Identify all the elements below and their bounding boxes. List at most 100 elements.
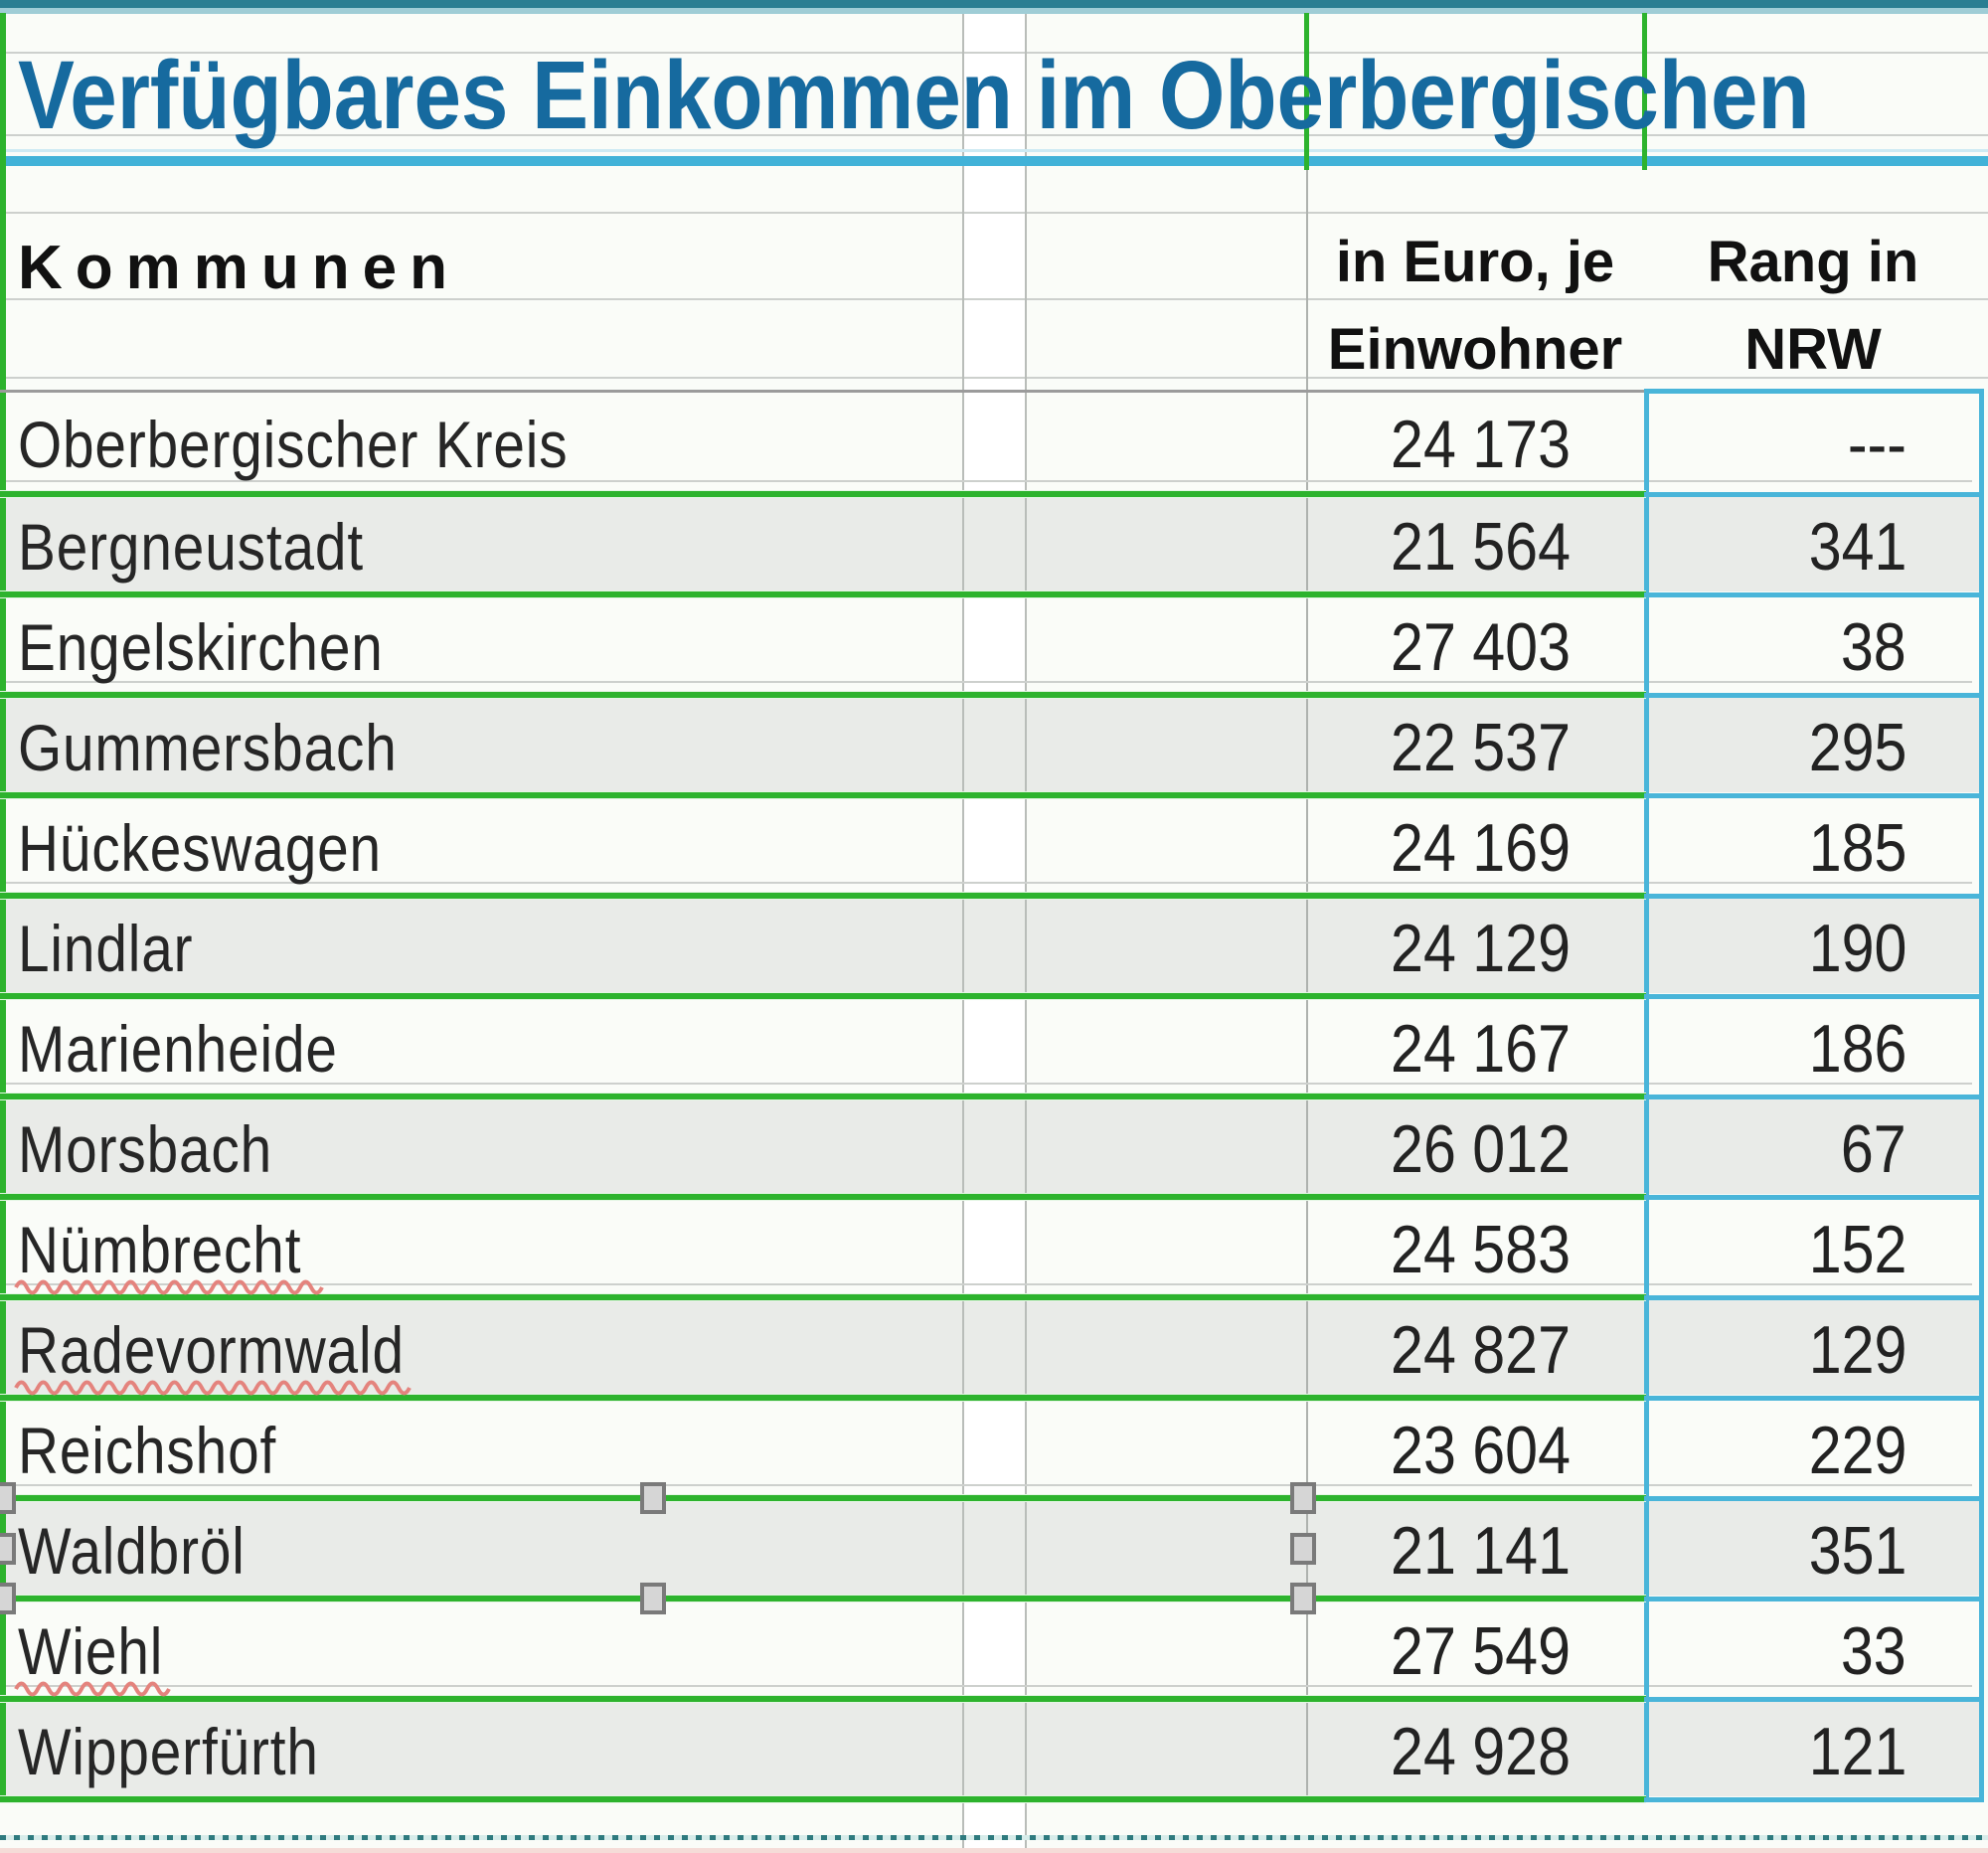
- rang-row-border-cyan: [1644, 1697, 1984, 1702]
- row-border-green: [0, 1596, 1646, 1601]
- cell-kommune[interactable]: Wipperfürth: [18, 1715, 319, 1788]
- cell-kommune[interactable]: Nümbrecht: [18, 1213, 302, 1286]
- row-border-green: [0, 1395, 1646, 1401]
- shaded-row-band: [5, 1300, 1983, 1395]
- column-border-green: [1642, 13, 1647, 170]
- gridline: [0, 377, 1988, 379]
- title-underline-light: [0, 149, 1988, 152]
- rang-row-border-cyan: [1644, 492, 1984, 497]
- shaded-row-band: [5, 1702, 1983, 1796]
- row-border-green: [0, 1796, 1646, 1802]
- top-border-bar-fade: [0, 8, 1988, 14]
- cell-rang-value[interactable]: 33: [1841, 1613, 1906, 1689]
- shaded-row-band: [5, 1501, 1983, 1596]
- rang-column-border-top: [1644, 389, 1984, 394]
- row-border-green: [0, 1294, 1646, 1300]
- gridline: [0, 52, 1988, 54]
- cell-kommune[interactable]: Hückeswagen: [18, 811, 382, 885]
- selection-handle[interactable]: [640, 1583, 666, 1614]
- selection-handle[interactable]: [1290, 1482, 1316, 1514]
- cell-rang-value[interactable]: 121: [1808, 1714, 1906, 1789]
- gridline: [6, 1083, 1972, 1085]
- cell-rang-value[interactable]: 229: [1808, 1413, 1906, 1488]
- cell-rang-value[interactable]: 185: [1808, 810, 1906, 886]
- selection-handle[interactable]: [0, 1482, 16, 1514]
- rang-row-border-cyan: [1644, 1195, 1984, 1200]
- cell-euro-value[interactable]: 24 173: [1391, 407, 1571, 482]
- top-border-bar: [0, 0, 1988, 8]
- cell-rang-value[interactable]: 67: [1841, 1111, 1906, 1187]
- shaded-row-band: [5, 899, 1983, 993]
- row-border-green: [0, 893, 1646, 899]
- cell-kommune[interactable]: Gummersbach: [18, 711, 398, 784]
- cell-euro-value[interactable]: 26 012: [1391, 1111, 1571, 1187]
- cell-euro-value[interactable]: 21 141: [1391, 1513, 1571, 1589]
- cell-euro-value[interactable]: 21 564: [1391, 509, 1571, 585]
- column-header-euro-line2[interactable]: Einwohner: [1327, 317, 1623, 382]
- cell-rang-value[interactable]: 152: [1808, 1212, 1906, 1287]
- cell-kommune[interactable]: Radevormwald: [18, 1313, 405, 1387]
- column-gridline: [1306, 169, 1308, 1799]
- cell-rang-value[interactable]: 295: [1808, 710, 1906, 785]
- cell-rang-value[interactable]: 186: [1808, 1011, 1906, 1087]
- cell-kommune[interactable]: Bergneustadt: [18, 510, 364, 584]
- cell-kommune[interactable]: Waldbröl: [18, 1514, 246, 1588]
- row-border-green: [0, 993, 1646, 999]
- cell-kommune[interactable]: Marienheide: [18, 1012, 338, 1086]
- rang-row-border-cyan: [1644, 693, 1984, 698]
- gridline: [0, 298, 1988, 300]
- cell-rang-value[interactable]: 341: [1808, 509, 1906, 585]
- cell-kommune[interactable]: Wiehl: [18, 1614, 164, 1688]
- column-header-euro-line1[interactable]: in Euro, je: [1335, 230, 1615, 294]
- cell-euro-value[interactable]: 24 827: [1391, 1312, 1571, 1388]
- cell-euro-value[interactable]: 24 583: [1391, 1212, 1571, 1287]
- selection-handle[interactable]: [0, 1583, 16, 1614]
- cell-rang-value[interactable]: ---: [1847, 407, 1906, 482]
- column-header-rang-line1[interactable]: Rang in: [1707, 230, 1919, 294]
- row-border-green: [0, 1696, 1646, 1702]
- cell-euro-value[interactable]: 27 403: [1391, 609, 1571, 685]
- selection-handle[interactable]: [640, 1482, 666, 1514]
- rang-row-border-cyan: [1644, 1095, 1984, 1099]
- gridline: [0, 134, 1988, 136]
- table-left-border: [0, 13, 6, 1802]
- cell-rang-value[interactable]: 129: [1808, 1312, 1906, 1388]
- cell-rang-value[interactable]: 190: [1808, 911, 1906, 986]
- selection-handle[interactable]: [1290, 1533, 1316, 1565]
- rang-row-border-cyan: [1644, 1295, 1984, 1300]
- cell-euro-value[interactable]: 23 604: [1391, 1413, 1571, 1488]
- row-border-green: [0, 1194, 1646, 1200]
- column-gridline: [962, 0, 964, 1853]
- cell-euro-value[interactable]: 24 928: [1391, 1714, 1571, 1789]
- gridline: [6, 882, 1972, 884]
- cell-euro-value[interactable]: 24 167: [1391, 1011, 1571, 1087]
- cell-euro-value[interactable]: 27 549: [1391, 1613, 1571, 1689]
- rang-row-border-cyan: [1644, 1597, 1984, 1601]
- gridline: [6, 1283, 1972, 1285]
- cell-rang-value[interactable]: 351: [1808, 1513, 1906, 1589]
- rang-row-border-cyan: [1644, 592, 1984, 597]
- sheet-title-cell[interactable]: Verfügbares Einkommen im Oberbergischen: [18, 41, 1810, 149]
- cell-kommune[interactable]: Reichshof: [18, 1414, 277, 1487]
- cell-euro-value[interactable]: 24 129: [1391, 911, 1571, 986]
- cell-euro-value[interactable]: 22 537: [1391, 710, 1571, 785]
- rang-row-border-cyan: [1644, 894, 1984, 899]
- row-border-green: [0, 1094, 1646, 1099]
- column-header-rang-line2[interactable]: NRW: [1744, 317, 1882, 382]
- cell-kommune[interactable]: Engelskirchen: [18, 610, 384, 684]
- page-break-dotted-line: [0, 1835, 1988, 1840]
- spellcheck-squiggle: [14, 1378, 412, 1396]
- cell-euro-value[interactable]: 24 169: [1391, 810, 1571, 886]
- cell-kommune[interactable]: Oberbergischer Kreis: [18, 408, 569, 481]
- cell-kommune[interactable]: Morsbach: [18, 1112, 273, 1186]
- cell-rang-value[interactable]: 38: [1841, 609, 1906, 685]
- cell-kommune[interactable]: Lindlar: [18, 912, 194, 985]
- row-border-green: [0, 692, 1646, 698]
- shaded-row-band: [5, 497, 1983, 591]
- column-header-kommunen[interactable]: Kommunen: [18, 234, 460, 302]
- row-border-green: [0, 792, 1646, 798]
- selection-handle[interactable]: [0, 1533, 16, 1565]
- header-bottom-border: [0, 390, 1646, 393]
- selection-handle[interactable]: [1290, 1583, 1316, 1614]
- row-border-green: [0, 1495, 1646, 1501]
